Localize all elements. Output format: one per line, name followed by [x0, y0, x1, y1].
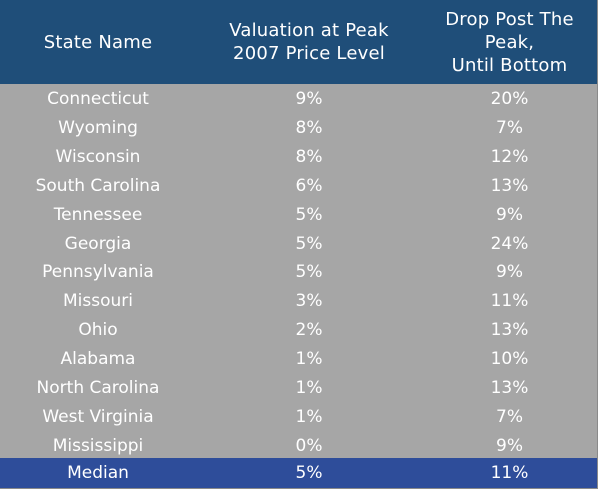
drop-cell: 7% — [496, 118, 523, 139]
state-cell: South Carolina — [35, 175, 161, 196]
valuation-cell: 1% — [295, 349, 323, 370]
state-cell: Mississippi — [52, 435, 144, 456]
table-row: South Carolina 6% 13% — [0, 172, 597, 201]
valuation-cell: 8% — [295, 147, 323, 168]
state-cell: North Carolina — [36, 377, 160, 398]
table-row: Georgia 5% 24% — [0, 229, 597, 258]
header-valuation: Valuation at Peak 2007 Price Level — [196, 19, 422, 65]
state-cell: Wisconsin — [55, 147, 141, 168]
drop-cell: 9% — [496, 204, 523, 225]
table-row: Tennessee 5% 9% — [0, 200, 597, 229]
drop-cell: 13% — [490, 377, 529, 398]
header-state-label: State Name — [43, 31, 153, 53]
median-row: Median 5% 11% — [0, 458, 597, 488]
table-row: Mississippi 0% 9% — [0, 431, 597, 460]
median-drop: 11% — [490, 463, 529, 483]
table-row: Connecticut 9% 20% — [0, 85, 597, 114]
drop-cell: 13% — [490, 175, 529, 196]
valuation-cell: 1% — [295, 406, 323, 427]
drop-cell: 9% — [496, 435, 523, 456]
valuation-cell: 2% — [295, 320, 323, 341]
valuation-cell: 3% — [295, 291, 323, 312]
drop-cell: 13% — [490, 320, 529, 341]
drop-cell: 24% — [490, 233, 529, 254]
state-cell: West Virginia — [42, 406, 154, 427]
drop-cell: 20% — [490, 89, 529, 110]
state-cell: Tennessee — [53, 204, 143, 225]
median-label: Median — [67, 463, 129, 483]
table-row: Ohio 2% 13% — [0, 316, 597, 345]
state-cell: Pennsylvania — [42, 262, 154, 283]
valuation-cell: 5% — [295, 204, 323, 225]
table-row: North Carolina 1% 13% — [0, 373, 597, 402]
state-cell: Connecticut — [47, 89, 149, 110]
drop-cell: 7% — [496, 406, 523, 427]
table-row: Pennsylvania 5% 9% — [0, 258, 597, 287]
valuation-cell: 1% — [295, 377, 323, 398]
state-cell: Wyoming — [58, 118, 138, 139]
valuation-cell: 9% — [295, 89, 323, 110]
header-drop-line2: Peak, — [484, 31, 535, 53]
state-cell: Alabama — [60, 349, 136, 370]
drop-cell: 12% — [490, 147, 529, 168]
table-row: West Virginia 1% 7% — [0, 402, 597, 431]
table-row: Missouri 3% 11% — [0, 287, 597, 316]
drop-cell: 11% — [490, 291, 529, 312]
state-cell: Ohio — [78, 320, 118, 341]
header-drop-line1: Drop Post The — [445, 8, 574, 30]
valuation-cell: 5% — [295, 262, 323, 283]
table-row: Wyoming 8% 7% — [0, 114, 597, 143]
header-state-name: State Name — [0, 31, 196, 54]
header-drop-line3: Until Bottom — [451, 54, 568, 76]
median-valuation: 5% — [295, 463, 323, 483]
valuation-cell: 8% — [295, 118, 323, 139]
table-row: Alabama 1% 10% — [0, 345, 597, 374]
table-row: Wisconsin 8% 12% — [0, 143, 597, 172]
valuation-cell: 0% — [295, 435, 323, 456]
table-header: State Name Valuation at Peak 2007 Price … — [0, 0, 597, 84]
drop-cell: 10% — [490, 349, 529, 370]
header-valuation-line2: 2007 Price Level — [233, 43, 385, 64]
valuation-cell: 5% — [295, 233, 323, 254]
header-drop: Drop Post The Peak, Until Bottom — [422, 8, 597, 77]
valuation-cell: 6% — [295, 175, 323, 196]
state-cell: Georgia — [64, 233, 132, 254]
state-cell: Missouri — [63, 291, 133, 312]
table-body: Connecticut 9% 20% Wyoming 8% 7% Wisconsin 8% 12… — [0, 85, 597, 460]
header-valuation-line1: Valuation at Peak — [229, 20, 389, 41]
drop-cell: 9% — [496, 262, 523, 283]
